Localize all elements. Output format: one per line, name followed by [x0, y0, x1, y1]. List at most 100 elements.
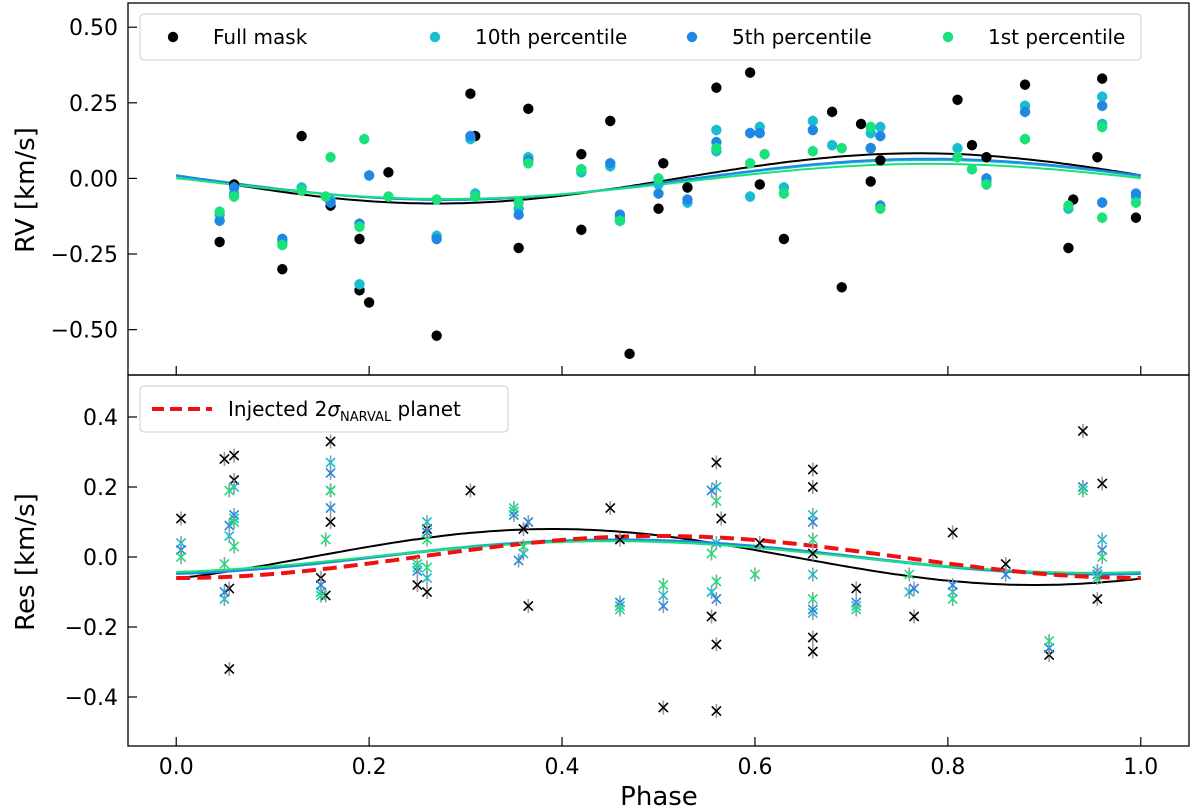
residual-point: [523, 600, 534, 612]
rv-point: [470, 191, 481, 202]
residual-point: [219, 453, 230, 465]
top-series-5th-percentile: [214, 100, 1142, 245]
rv-point: [513, 197, 524, 208]
bottom-residual-points: [175, 424, 1108, 718]
rv-point: [431, 194, 442, 205]
residual-point: [1000, 569, 1011, 580]
residual-point: [224, 520, 235, 531]
legend-item-5th-percentile: 5th percentile: [686, 25, 872, 49]
residual-point: [1092, 593, 1103, 605]
residual-point: [325, 485, 336, 496]
rv-point: [875, 121, 886, 133]
residual-point: [706, 611, 717, 622]
rv-point: [359, 133, 370, 145]
residual-point: [1092, 572, 1103, 584]
residual-point: [224, 583, 235, 594]
residual-point: [421, 562, 433, 573]
rv-point: [513, 242, 524, 254]
rv-point: [952, 94, 963, 105]
rv-point: [320, 191, 331, 202]
residual-point: [1043, 635, 1055, 647]
rv-point: [614, 215, 626, 226]
rv-point: [1019, 106, 1031, 118]
rv-point: [875, 130, 886, 142]
rv-point: [744, 191, 756, 202]
rv-point: [744, 158, 756, 169]
rv-point: [354, 233, 365, 245]
rv-point: [966, 139, 978, 151]
bottom-legend: Injected 2σNARVAL planet: [139, 385, 509, 433]
rv-point: [855, 118, 867, 130]
rv-point: [605, 115, 616, 127]
rv-point: [778, 188, 790, 199]
rv-point: [576, 149, 587, 160]
legend-label: 10th percentile: [475, 25, 627, 49]
bottom-model-curves: [176, 528, 1141, 586]
residual-point: [807, 593, 818, 605]
residual-point: [711, 593, 722, 605]
residual-point: [325, 516, 336, 528]
bot-ytick-label: 0.4: [83, 406, 118, 431]
rv-point: [296, 185, 307, 196]
legend-marker: [429, 31, 441, 43]
residual-point: [749, 569, 761, 580]
rv-point: [759, 149, 770, 160]
residual-point: [711, 457, 722, 468]
xtick-label: 1.0: [1123, 755, 1158, 780]
residual-point: [228, 541, 240, 552]
rv-point: [981, 179, 992, 190]
residual-point: [807, 569, 818, 580]
residual-point: [421, 586, 433, 598]
rv-point: [214, 236, 225, 248]
rv-point: [778, 233, 790, 245]
rv-point: [754, 127, 765, 139]
rv-point: [875, 203, 886, 214]
top-ytick-label: 0.25: [69, 92, 118, 117]
residual-point: [706, 548, 717, 559]
rv-point: [1096, 121, 1108, 133]
residual-point: [807, 632, 818, 643]
residual-point: [807, 516, 818, 528]
top-ytick-label: −0.50: [51, 319, 118, 344]
rv-point: [214, 206, 225, 217]
rv-point: [966, 164, 978, 175]
residual-point: [658, 600, 669, 612]
residual-point: [807, 548, 818, 559]
rv-point: [744, 67, 756, 78]
xtick-label: 0.4: [545, 755, 580, 780]
rv-point: [807, 124, 819, 136]
rv-point: [354, 221, 365, 233]
rv-point: [754, 179, 765, 190]
residual-point: [224, 485, 235, 496]
rv-point: [807, 145, 819, 157]
injected-legend-label: Injected 2σNARVAL planet: [228, 397, 461, 425]
residual-point: [1000, 558, 1011, 570]
legend-item-10th-percentile: 10th percentile: [429, 25, 627, 49]
residual-point: [465, 485, 476, 496]
top-ytick-label: −0.25: [51, 243, 118, 268]
residual-point: [1097, 534, 1108, 545]
bottom-xlabel: Phase: [620, 782, 698, 811]
residual-point: [947, 579, 958, 591]
rv-point: [1096, 73, 1108, 84]
residual-point: [908, 611, 920, 622]
rv-point: [363, 170, 375, 181]
top-series-full-mask: [214, 67, 1142, 360]
rv-point: [1019, 79, 1031, 90]
bottom-panel: −0.4 −0.2 0.0 0.2 0.4 0.0 0.2 0.4 0.6 0.8 1.0 Res …: [11, 374, 1190, 811]
rv-point: [875, 155, 886, 166]
residual-point: [1077, 425, 1089, 437]
residual-point: [807, 534, 818, 545]
top-series-1st-percentile: [214, 121, 1142, 251]
rv-point: [1096, 100, 1108, 112]
rv-point: [1063, 242, 1074, 254]
rv-point: [1092, 152, 1103, 163]
residual-point: [614, 604, 626, 615]
xtick-label: 0.2: [352, 755, 387, 780]
residual-point: [904, 569, 915, 580]
rv-point: [624, 348, 635, 360]
rv-point: [836, 282, 847, 293]
residual-point: [224, 663, 235, 675]
rv-point: [711, 142, 722, 154]
residual-point: [947, 593, 958, 605]
